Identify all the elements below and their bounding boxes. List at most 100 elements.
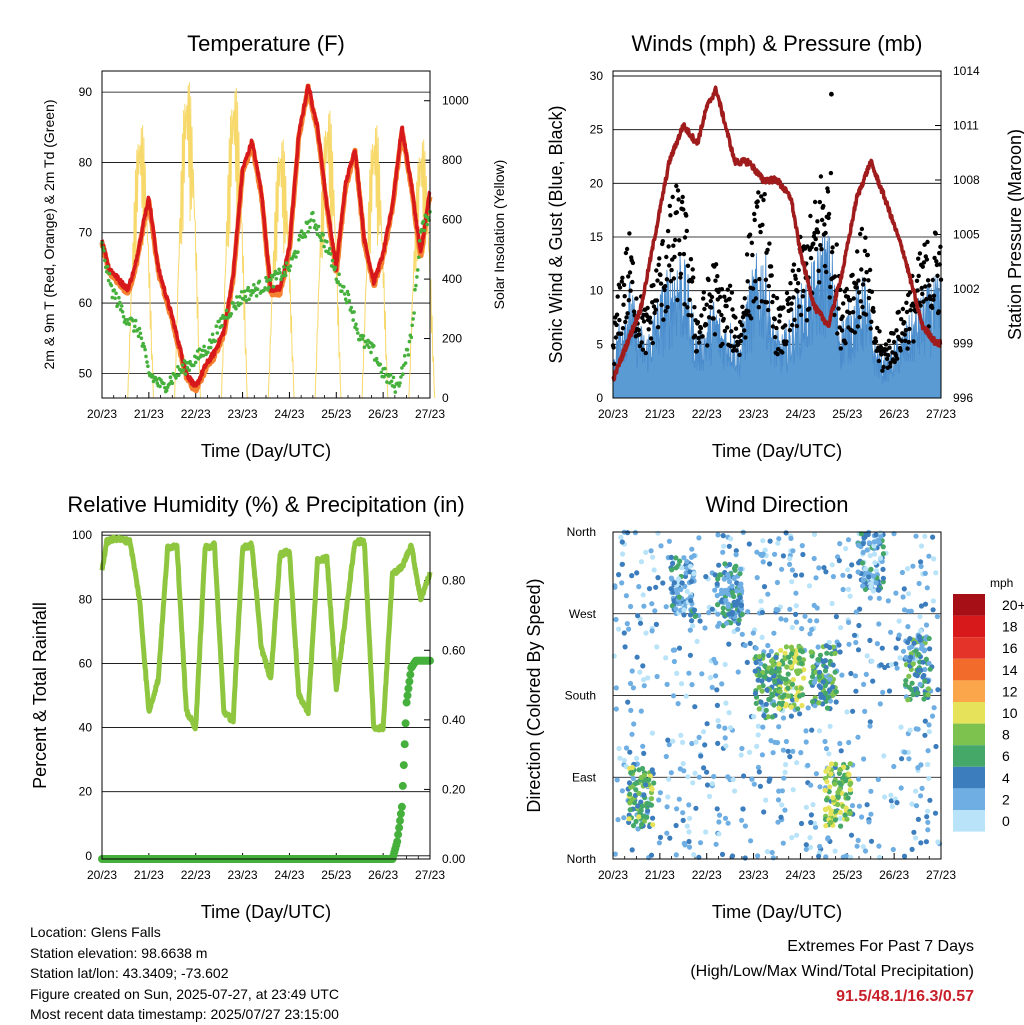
direction-point [905,591,912,597]
dewpoint-point [399,375,403,379]
direction-point [650,815,656,821]
direction-point [913,803,920,809]
direction-point [811,531,818,538]
direction-point [649,767,655,773]
dewpoint-point [346,292,351,297]
gust-point [844,286,849,292]
direction-point [697,840,704,846]
direction-point [840,572,846,578]
direction-point [636,584,642,590]
direction-point [682,842,688,848]
dewpoint-point [379,370,384,375]
direction-point [910,563,916,569]
gust-point [739,323,745,328]
gust-point [804,318,810,323]
direction-point [845,795,851,801]
gust-point [664,277,670,282]
direction-point [922,718,928,724]
direction-point [776,536,782,542]
gust-point [631,309,637,314]
gust-point [713,262,719,267]
direction-point [923,622,930,628]
direction-point [713,841,719,847]
dewpoint-point [104,270,109,274]
direction-point [714,702,721,709]
direction-point [901,586,907,592]
dewpoint-point [391,375,396,380]
direction-point [828,819,834,826]
direction-point [729,853,736,859]
direction-point [789,835,795,841]
direction-point [906,756,912,762]
dewpoint-point [337,272,341,277]
y-tick-label: South [565,689,596,703]
dewpoint-point [257,279,262,284]
gust-point [725,325,730,330]
gust-point [648,336,654,341]
y2-tick-label: 0.00 [442,852,466,866]
direction-point [613,706,619,712]
gust-point [721,316,726,322]
direction-point [788,704,794,710]
direction-point [832,817,839,823]
dewpoint-point [244,298,249,303]
gust-point [620,326,626,331]
direction-point [863,671,869,678]
x-tick-label: 21/23 [134,868,164,882]
dewpoint-point [308,225,312,230]
dewpoint-point [164,388,169,393]
direction-point [626,816,632,822]
direction-point [918,559,924,565]
direction-point [629,668,635,674]
direction-point [787,556,793,562]
direction-point [803,728,809,734]
direction-point [639,821,645,828]
direction-point [815,644,821,650]
direction-point [866,819,872,825]
gust-point [919,285,924,291]
dewpoint-point [302,232,307,236]
gust-point [840,314,845,319]
gust-point [774,295,780,301]
dewpoint-point [330,258,335,263]
direction-point [627,749,633,755]
direction-point [836,642,842,648]
y2-tick-label: 0.40 [442,713,466,727]
dewpoint-point [413,287,417,292]
direction-point [855,647,862,653]
y-tick-label: 30 [590,69,604,83]
direction-point [765,591,771,597]
direction-point [656,840,663,846]
direction-point [856,622,862,629]
dewpoint-point [162,381,166,386]
gust-point [620,275,625,280]
x-tick-label: 20/23 [87,868,117,882]
direction-point [769,668,775,674]
direction-point [807,835,813,841]
direction-point [810,699,816,705]
dewpoint-point [284,261,289,265]
gust-point [933,231,938,236]
direction-point [836,780,842,786]
direction-point [740,806,746,812]
direction-point [867,637,873,644]
direction-point [669,567,675,573]
direction-point [709,781,716,787]
direction-point [767,696,773,702]
gust-point [795,289,800,294]
gust-point [676,197,681,202]
direction-point [713,660,719,666]
precip-point [399,761,408,770]
direction-point [692,613,698,620]
direction-point [905,566,911,572]
direction-point [649,786,655,792]
gust-point [700,334,705,339]
direction-point [915,667,922,674]
dewpoint-point [243,294,248,299]
direction-point [861,756,867,762]
gust-point [706,277,711,283]
direction-point [830,795,836,801]
gust-point [829,91,834,97]
direction-point [837,767,843,773]
